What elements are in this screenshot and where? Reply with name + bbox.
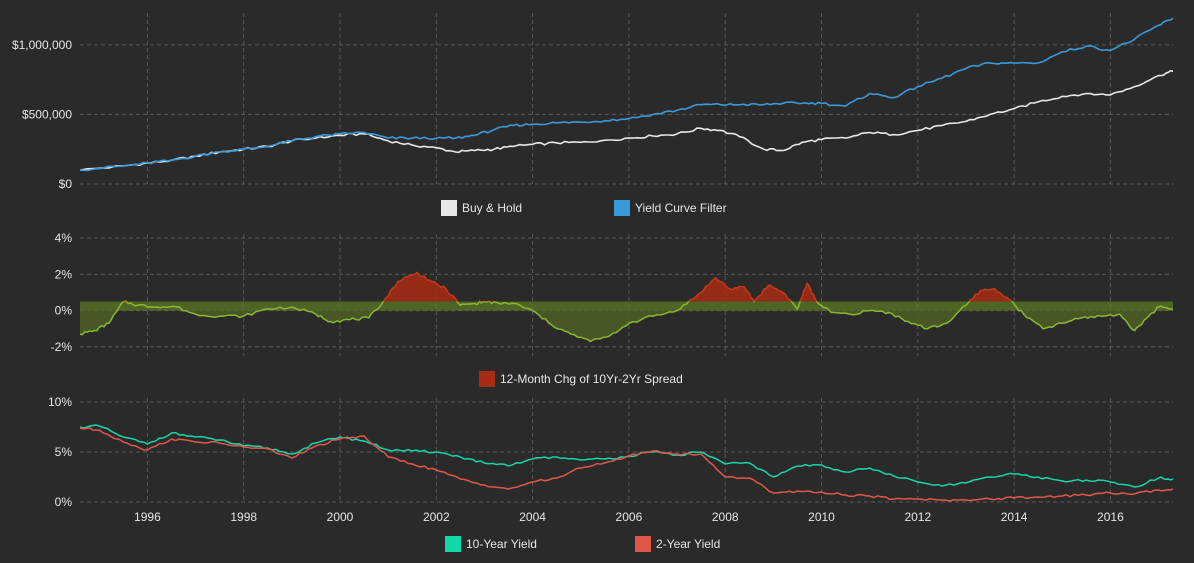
spread-threshold-band	[80, 301, 1173, 311]
portfolio-value-panel: $0 $500,000 $1,000,000 Buy & Hold Yield Curv…	[12, 13, 1174, 216]
yields-y-tick-label: 10%	[48, 395, 72, 409]
yields-x-tick-label: 1996	[134, 510, 161, 524]
yields-legend-label: 2-Year Yield	[656, 537, 720, 551]
spread-legend-swatch	[479, 371, 495, 387]
yields-x-tick-label: 2014	[1001, 510, 1028, 524]
portfolio-legend-swatch	[441, 200, 457, 216]
portfolio-legend-label: Yield Curve Filter	[635, 201, 727, 215]
spread-y-tick-label: 0%	[55, 304, 73, 318]
yields-legend-swatch	[635, 536, 651, 552]
yields-legend-label: 10-Year Yield	[466, 537, 537, 551]
spread-series-line-positive	[122, 271, 1014, 302]
spread-negative-area	[80, 310, 1173, 342]
yields-x-tick-label: 1998	[230, 510, 257, 524]
yields-x-tick-label: 2002	[423, 510, 450, 524]
yields-y-tick-label: 0%	[55, 495, 73, 509]
buy-hold-series-line	[79, 69, 1174, 171]
yields-x-tick-label: 2010	[808, 510, 835, 524]
yields-x-tick-label: 2016	[1097, 510, 1124, 524]
yields-legend-swatch	[445, 536, 461, 552]
spread-y-tick-label: -2%	[51, 340, 73, 354]
spread-y-tick-label: 2%	[55, 267, 73, 281]
yields-x-tick-label: 2004	[519, 510, 546, 524]
two-year-yield-series-line	[79, 426, 1174, 502]
spread-change-panel: -2% 0% 2% 4% 12-Month Chg of 10Yr-2Yr Spread	[51, 231, 1174, 387]
portfolio-legend-label: Buy & Hold	[462, 201, 522, 215]
yield-curve-filter-series-line	[79, 17, 1174, 172]
spread-series-line	[79, 301, 1174, 343]
yields-y-tick-label: 5%	[55, 445, 73, 459]
yields-x-tick-label: 2006	[616, 510, 643, 524]
treasury-yields-panel: 0% 5% 10% 1996 1998 2000 2002 2004 2006 2008 2010 2…	[48, 395, 1174, 552]
spread-legend-label: 12-Month Chg of 10Yr-2Yr Spread	[500, 372, 683, 386]
yields-x-tick-label: 2008	[712, 510, 739, 524]
spread-y-tick-label: 4%	[55, 231, 73, 245]
portfolio-legend-swatch	[614, 200, 630, 216]
portfolio-y-tick-label: $1,000,000	[12, 38, 72, 52]
portfolio-y-tick-label: $0	[59, 177, 73, 191]
portfolio-y-tick-label: $500,000	[22, 107, 72, 121]
yields-x-tick-label: 2012	[904, 510, 931, 524]
yields-x-tick-label: 2000	[327, 510, 354, 524]
